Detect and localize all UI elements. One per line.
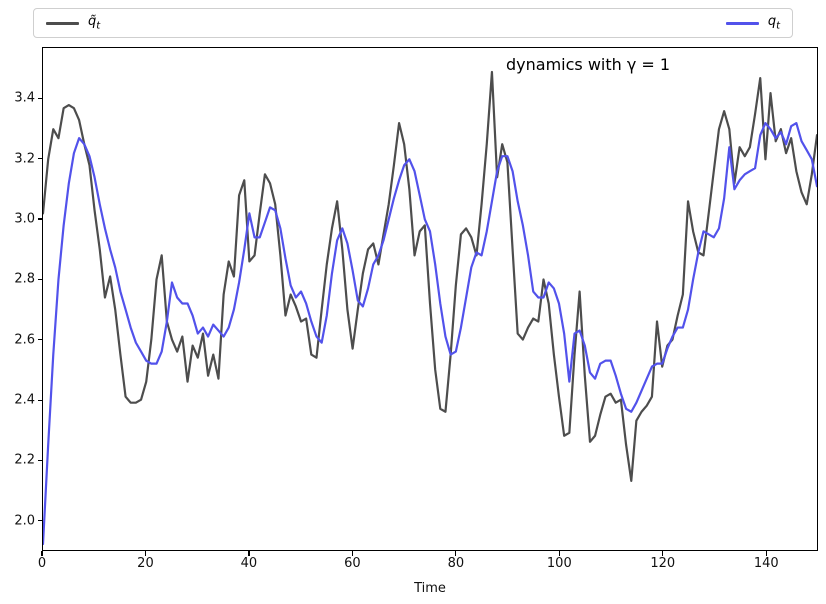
x-tick-mark-140 <box>765 551 767 556</box>
y-tick-label-2.6: 2.6 <box>14 332 35 348</box>
legend-label-q-base: q <box>767 13 777 29</box>
y-tick-mark-2.2 <box>37 459 42 462</box>
y-tick-mark-2.0 <box>37 520 42 522</box>
plot-area <box>42 47 818 551</box>
y-tick-label-2.8: 2.8 <box>14 271 35 287</box>
y-tick-mark-3.0 <box>37 218 42 220</box>
legend-line-sample-q-tilde <box>46 21 79 25</box>
legend-label-q-tilde-sub: t <box>96 20 101 32</box>
y-tick-mark-3.2 <box>37 158 42 160</box>
x-tick-mark-20 <box>144 551 147 556</box>
x-tick-label-60: 60 <box>344 556 361 571</box>
x-tick-label-40: 40 <box>240 556 258 571</box>
y-tick-label-2.4: 2.4 <box>14 392 35 408</box>
y-tick-mark-2.8 <box>37 278 42 280</box>
y-tick-label-3.0: 3.0 <box>14 211 35 227</box>
x-tick-label-140: 140 <box>753 556 779 571</box>
x-tick-label-120: 120 <box>650 556 676 571</box>
legend: q̃t qt <box>33 8 793 38</box>
legend-label-q-tilde-base: q̃ <box>88 13 97 29</box>
x-tick-label-100: 100 <box>546 556 572 571</box>
x-tick-mark-0 <box>41 551 43 556</box>
y-tick-mark-3.4 <box>37 97 42 99</box>
y-tick-label-2.2: 2.2 <box>14 452 35 468</box>
x-tick-label-20: 20 <box>137 556 154 571</box>
x-tick-mark-100 <box>558 551 560 556</box>
x-tick-label-80: 80 <box>447 556 465 571</box>
x-axis-label: Time <box>414 581 446 596</box>
x-tick-mark-60 <box>351 551 353 556</box>
annotation-gamma-text: dynamics with γ = 1 <box>506 55 671 74</box>
x-tick-mark-40 <box>248 551 250 556</box>
y-tick-label-3.4: 3.4 <box>14 90 35 106</box>
y-tick-label-3.2: 3.2 <box>14 151 35 167</box>
y-tick-label-2.0: 2.0 <box>14 513 35 529</box>
line-plot <box>43 70 817 546</box>
x-tick-mark-80 <box>455 551 457 556</box>
y-tick-mark-2.4 <box>37 399 42 401</box>
legend-label-q: qt <box>768 15 780 32</box>
x-tick-label-0: 0 <box>37 556 47 571</box>
legend-entry-q: qt <box>725 15 780 32</box>
legend-entry-q-tilde: q̃t <box>46 15 100 32</box>
legend-line-sample-q <box>725 21 759 25</box>
series-line-q-t <box>43 70 817 482</box>
legend-label-q-tilde: q̃t <box>88 15 100 32</box>
y-tick-mark-2.6 <box>37 339 42 341</box>
series-line-q-t <box>43 122 817 546</box>
x-tick-mark-120 <box>662 551 664 556</box>
legend-label-q-sub: t <box>776 20 780 32</box>
